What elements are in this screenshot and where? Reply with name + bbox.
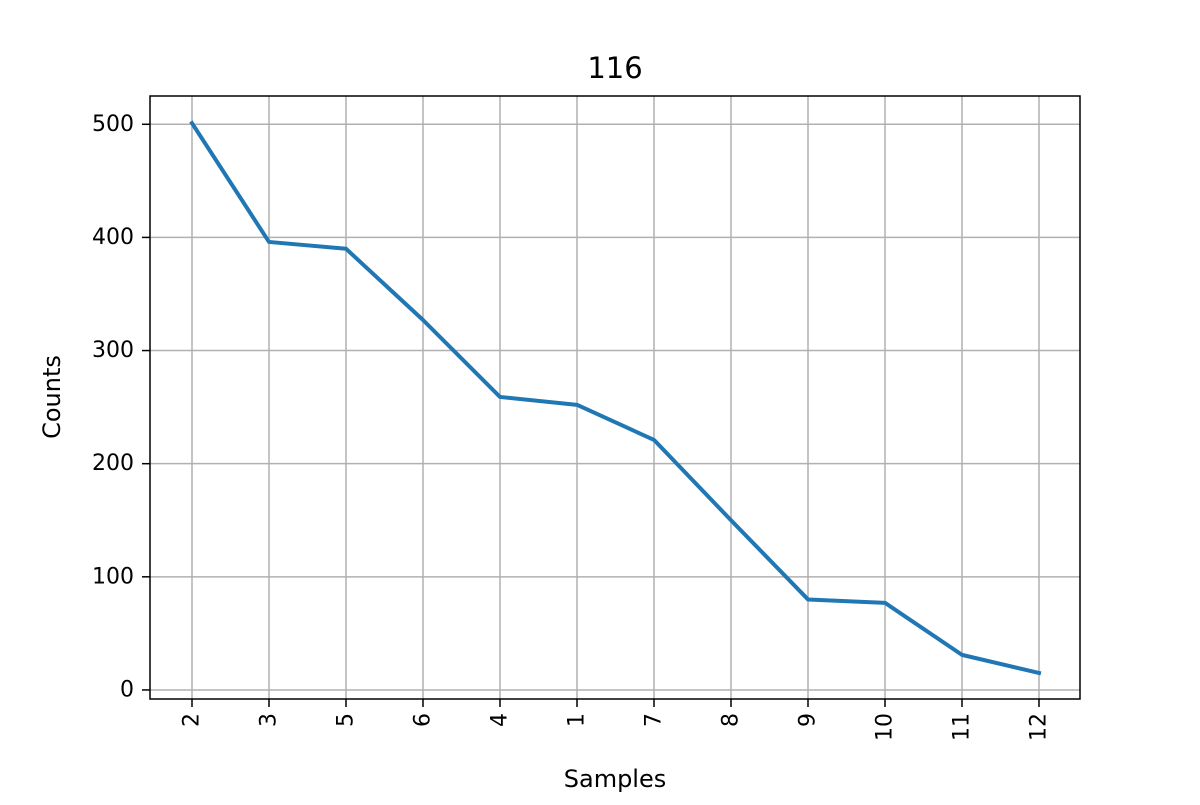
x-tick-label: 1: [565, 713, 590, 727]
y-tick-label: 400: [92, 225, 134, 250]
y-tick-label: 100: [92, 564, 134, 589]
series-line-0: [189, 120, 1042, 676]
y-axis-label: Counts: [38, 355, 66, 439]
x-axis-label: Samples: [564, 765, 667, 793]
x-tick-label: 10: [873, 713, 898, 741]
x-tick-label: 7: [642, 713, 667, 727]
x-tick-label: 11: [950, 713, 975, 741]
grid-layer: [150, 96, 1080, 699]
x-tick-label: 3: [257, 713, 282, 727]
x-tick-label: 8: [719, 713, 744, 727]
x-tick-label: 4: [488, 713, 513, 727]
x-tick-label: 5: [334, 713, 359, 727]
y-tick-label: 0: [120, 677, 134, 702]
y-tick-label: 200: [92, 451, 134, 476]
x-tick-label: 9: [796, 713, 821, 727]
y-tick-label: 500: [92, 112, 134, 137]
chart-title: 116: [587, 51, 642, 85]
axis-layer: 2 3 5 6 4 1 7 8 9 10 11 12 0 100 200 300 400 500: [92, 112, 1052, 741]
series-layer: [189, 120, 1042, 676]
y-tick-label: 300: [92, 338, 134, 363]
x-tick-label: 6: [411, 713, 436, 727]
x-tick-label: 12: [1027, 713, 1052, 741]
x-tick-label: 2: [180, 713, 205, 727]
plot-frame: [149, 95, 1081, 700]
